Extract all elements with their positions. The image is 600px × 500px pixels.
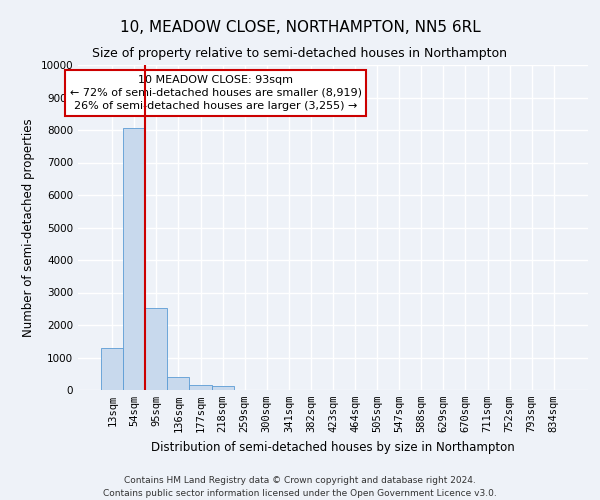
X-axis label: Distribution of semi-detached houses by size in Northampton: Distribution of semi-detached houses by … bbox=[151, 440, 515, 454]
Text: 10 MEADOW CLOSE: 93sqm
← 72% of semi-detached houses are smaller (8,919)
26% of : 10 MEADOW CLOSE: 93sqm ← 72% of semi-det… bbox=[70, 74, 362, 111]
Bar bbox=[190, 385, 212, 390]
Bar bbox=[123, 128, 145, 390]
Text: 10, MEADOW CLOSE, NORTHAMPTON, NN5 6RL: 10, MEADOW CLOSE, NORTHAMPTON, NN5 6RL bbox=[119, 20, 481, 35]
Bar bbox=[101, 348, 123, 390]
Text: Size of property relative to semi-detached houses in Northampton: Size of property relative to semi-detach… bbox=[92, 48, 508, 60]
Text: Contains HM Land Registry data © Crown copyright and database right 2024.
Contai: Contains HM Land Registry data © Crown c… bbox=[103, 476, 497, 498]
Bar bbox=[212, 386, 233, 390]
Y-axis label: Number of semi-detached properties: Number of semi-detached properties bbox=[22, 118, 35, 337]
Bar bbox=[145, 308, 167, 390]
Bar bbox=[167, 378, 190, 390]
